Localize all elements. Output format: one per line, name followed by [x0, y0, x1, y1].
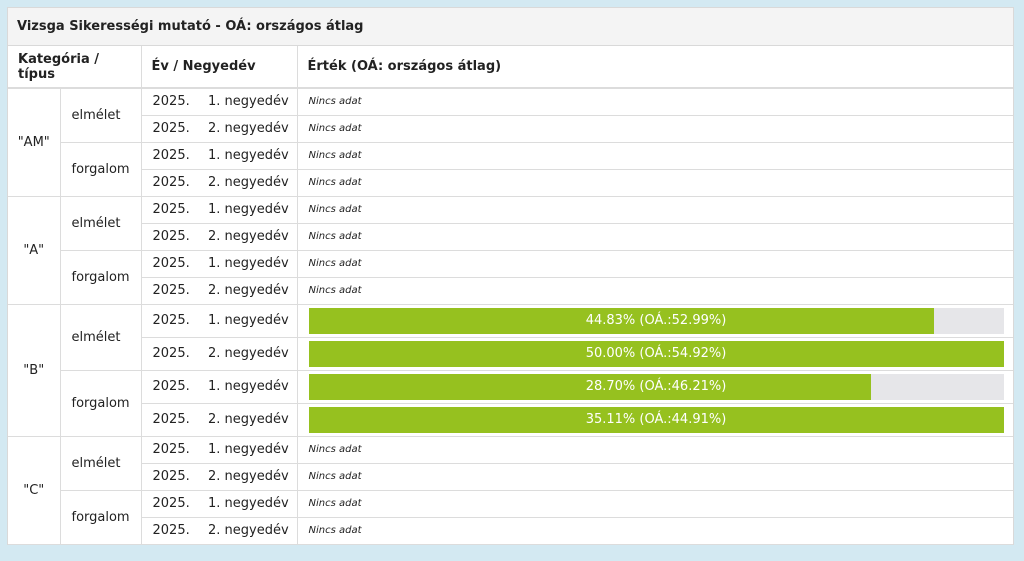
year-cell: 2025. — [141, 370, 198, 404]
quarter-cell: 1. negyedév — [198, 304, 298, 338]
category-cell: "B" — [8, 304, 61, 437]
value-cell: 44.83% (OÁ.:52.99%) — [297, 304, 1013, 338]
table-row: 2025. 2. negyedév Nincs adat — [8, 223, 1013, 251]
type-cell: elmélet — [60, 304, 142, 371]
no-data-text: Nincs adat — [297, 169, 1013, 197]
value-cell: 35.11% (OÁ.:44.91%) — [297, 403, 1013, 437]
table-row: 2025. 2. negyedév Nincs adat — [8, 277, 1013, 305]
progress-bar: 28.70% (OÁ.:46.21%) — [308, 373, 1004, 400]
no-data-text: Nincs adat — [297, 142, 1013, 170]
year-cell: 2025. — [141, 403, 198, 437]
quarter-cell: 1. negyedév — [198, 196, 298, 224]
type-cell: forgalom — [60, 250, 142, 305]
no-data-text: Nincs adat — [297, 490, 1013, 518]
year-cell: 2025. — [141, 142, 198, 170]
year-cell: 2025. — [141, 88, 198, 116]
results-table: Kategória / típus Év / Negyedév Érték (O… — [8, 46, 1013, 545]
year-cell: 2025. — [141, 169, 198, 197]
quarter-cell: 2. negyedév — [198, 169, 298, 197]
category-cell: "AM" — [8, 88, 61, 197]
quarter-cell: 2. negyedév — [198, 517, 298, 545]
progress-bar: 44.83% (OÁ.:52.99%) — [308, 307, 1004, 334]
no-data-text: Nincs adat — [297, 88, 1013, 116]
quarter-cell: 2. negyedév — [198, 115, 298, 143]
quarter-cell: 2. negyedév — [198, 463, 298, 491]
header-value: Érték (OÁ: országos átlag) — [297, 46, 1013, 89]
no-data-text: Nincs adat — [297, 463, 1013, 491]
no-data-text: Nincs adat — [297, 436, 1013, 464]
table-header-row: Kategória / típus Év / Negyedév Érték (O… — [8, 46, 1013, 89]
progress-bar-label: 28.70% (OÁ.:46.21%) — [585, 379, 727, 394]
quarter-cell: 1. negyedév — [198, 490, 298, 518]
progress-bar-label: 44.83% (OÁ.:52.99%) — [585, 313, 727, 328]
type-cell: forgalom — [60, 490, 142, 545]
quarter-cell: 2. negyedév — [198, 223, 298, 251]
table-row: "AM" elmélet 2025. 1. negyedév Nincs adat — [8, 88, 1013, 197]
value-cell: 50.00% (OÁ.:54.92%) — [297, 337, 1013, 371]
table-row: 2025. 2. negyedév Nincs adat — [8, 463, 1013, 491]
type-cell: elmélet — [60, 196, 142, 251]
quarter-cell: 1. negyedév — [198, 436, 298, 464]
table-row: 2025. 2. negyedév Nincs adat — [8, 517, 1013, 545]
type-cell: forgalom — [60, 142, 142, 197]
progress-bar-fill — [308, 373, 872, 400]
stats-panel: Vizsga Sikerességi mutató - OÁ: országos… — [7, 7, 1014, 545]
progress-bar-label: 50.00% (OÁ.:54.92%) — [585, 346, 727, 361]
quarter-cell: 1. negyedév — [198, 88, 298, 116]
no-data-text: Nincs adat — [297, 115, 1013, 143]
type-cell: forgalom — [60, 370, 142, 437]
type-cell: elmélet — [60, 88, 142, 143]
year-cell: 2025. — [141, 115, 198, 143]
no-data-text: Nincs adat — [297, 223, 1013, 251]
quarter-cell: 1. negyedév — [198, 370, 298, 404]
quarter-cell: 2. negyedév — [198, 277, 298, 305]
category-cell: "C" — [8, 436, 61, 545]
no-data-text: Nincs adat — [297, 517, 1013, 545]
year-cell: 2025. — [141, 436, 198, 464]
no-data-text: Nincs adat — [297, 250, 1013, 278]
progress-bar-fill — [308, 307, 935, 334]
progress-bar-fill — [308, 340, 1004, 367]
table-row: 2025. 2. negyedév Nincs adat — [8, 115, 1013, 143]
year-cell: 2025. — [141, 250, 198, 278]
year-cell: 2025. — [141, 304, 198, 338]
header-period: Év / Negyedév — [141, 46, 298, 89]
table-row: forgalom 2025. 1. negyedév Nincs adat — [8, 490, 1013, 545]
table-row: "C" elmélet 2025. 1. negyedév Nincs adat — [8, 436, 1013, 545]
type-cell: elmélet — [60, 436, 142, 491]
progress-bar: 35.11% (OÁ.:44.91%) — [308, 406, 1004, 433]
table-row: 2025. 2. negyedév 50.00% (OÁ.:54.92%) — [8, 337, 1013, 371]
year-cell: 2025. — [141, 223, 198, 251]
table-row: forgalom 2025. 1. negyedév Nincs adat — [8, 250, 1013, 305]
value-cell: 28.70% (OÁ.:46.21%) — [297, 370, 1013, 404]
progress-bar-label: 35.11% (OÁ.:44.91%) — [585, 412, 727, 427]
quarter-cell: 2. negyedév — [198, 403, 298, 437]
table-body: "AM" elmélet 2025. 1. negyedév Nincs adat 202… — [8, 88, 1013, 545]
category-cell: "A" — [8, 196, 61, 305]
year-cell: 2025. — [141, 196, 198, 224]
year-cell: 2025. — [141, 337, 198, 371]
table-row: "B" elmélet 2025. 1. negyedév 44.83% (OÁ.:52… — [8, 304, 1013, 437]
year-cell: 2025. — [141, 517, 198, 545]
progress-bar: 50.00% (OÁ.:54.92%) — [308, 340, 1004, 367]
year-cell: 2025. — [141, 490, 198, 518]
table-row: 2025. 2. negyedév 35.11% (OÁ.:44.91%) — [8, 403, 1013, 437]
year-cell: 2025. — [141, 277, 198, 305]
no-data-text: Nincs adat — [297, 277, 1013, 305]
header-category: Kategória / típus — [8, 46, 142, 89]
progress-bar-fill — [308, 406, 1004, 433]
panel-title: Vizsga Sikerességi mutató - OÁ: országos… — [8, 8, 1013, 46]
table-row: "A" elmélet 2025. 1. negyedév Nincs adat — [8, 196, 1013, 305]
quarter-cell: 1. negyedév — [198, 142, 298, 170]
year-cell: 2025. — [141, 463, 198, 491]
quarter-cell: 2. negyedév — [198, 337, 298, 371]
no-data-text: Nincs adat — [297, 196, 1013, 224]
table-row: 2025. 2. negyedév Nincs adat — [8, 169, 1013, 197]
table-row: forgalom 2025. 1. negyedév 28.70% (OÁ.:46.2… — [8, 370, 1013, 437]
quarter-cell: 1. negyedév — [198, 250, 298, 278]
table-row: forgalom 2025. 1. negyedév Nincs adat — [8, 142, 1013, 197]
